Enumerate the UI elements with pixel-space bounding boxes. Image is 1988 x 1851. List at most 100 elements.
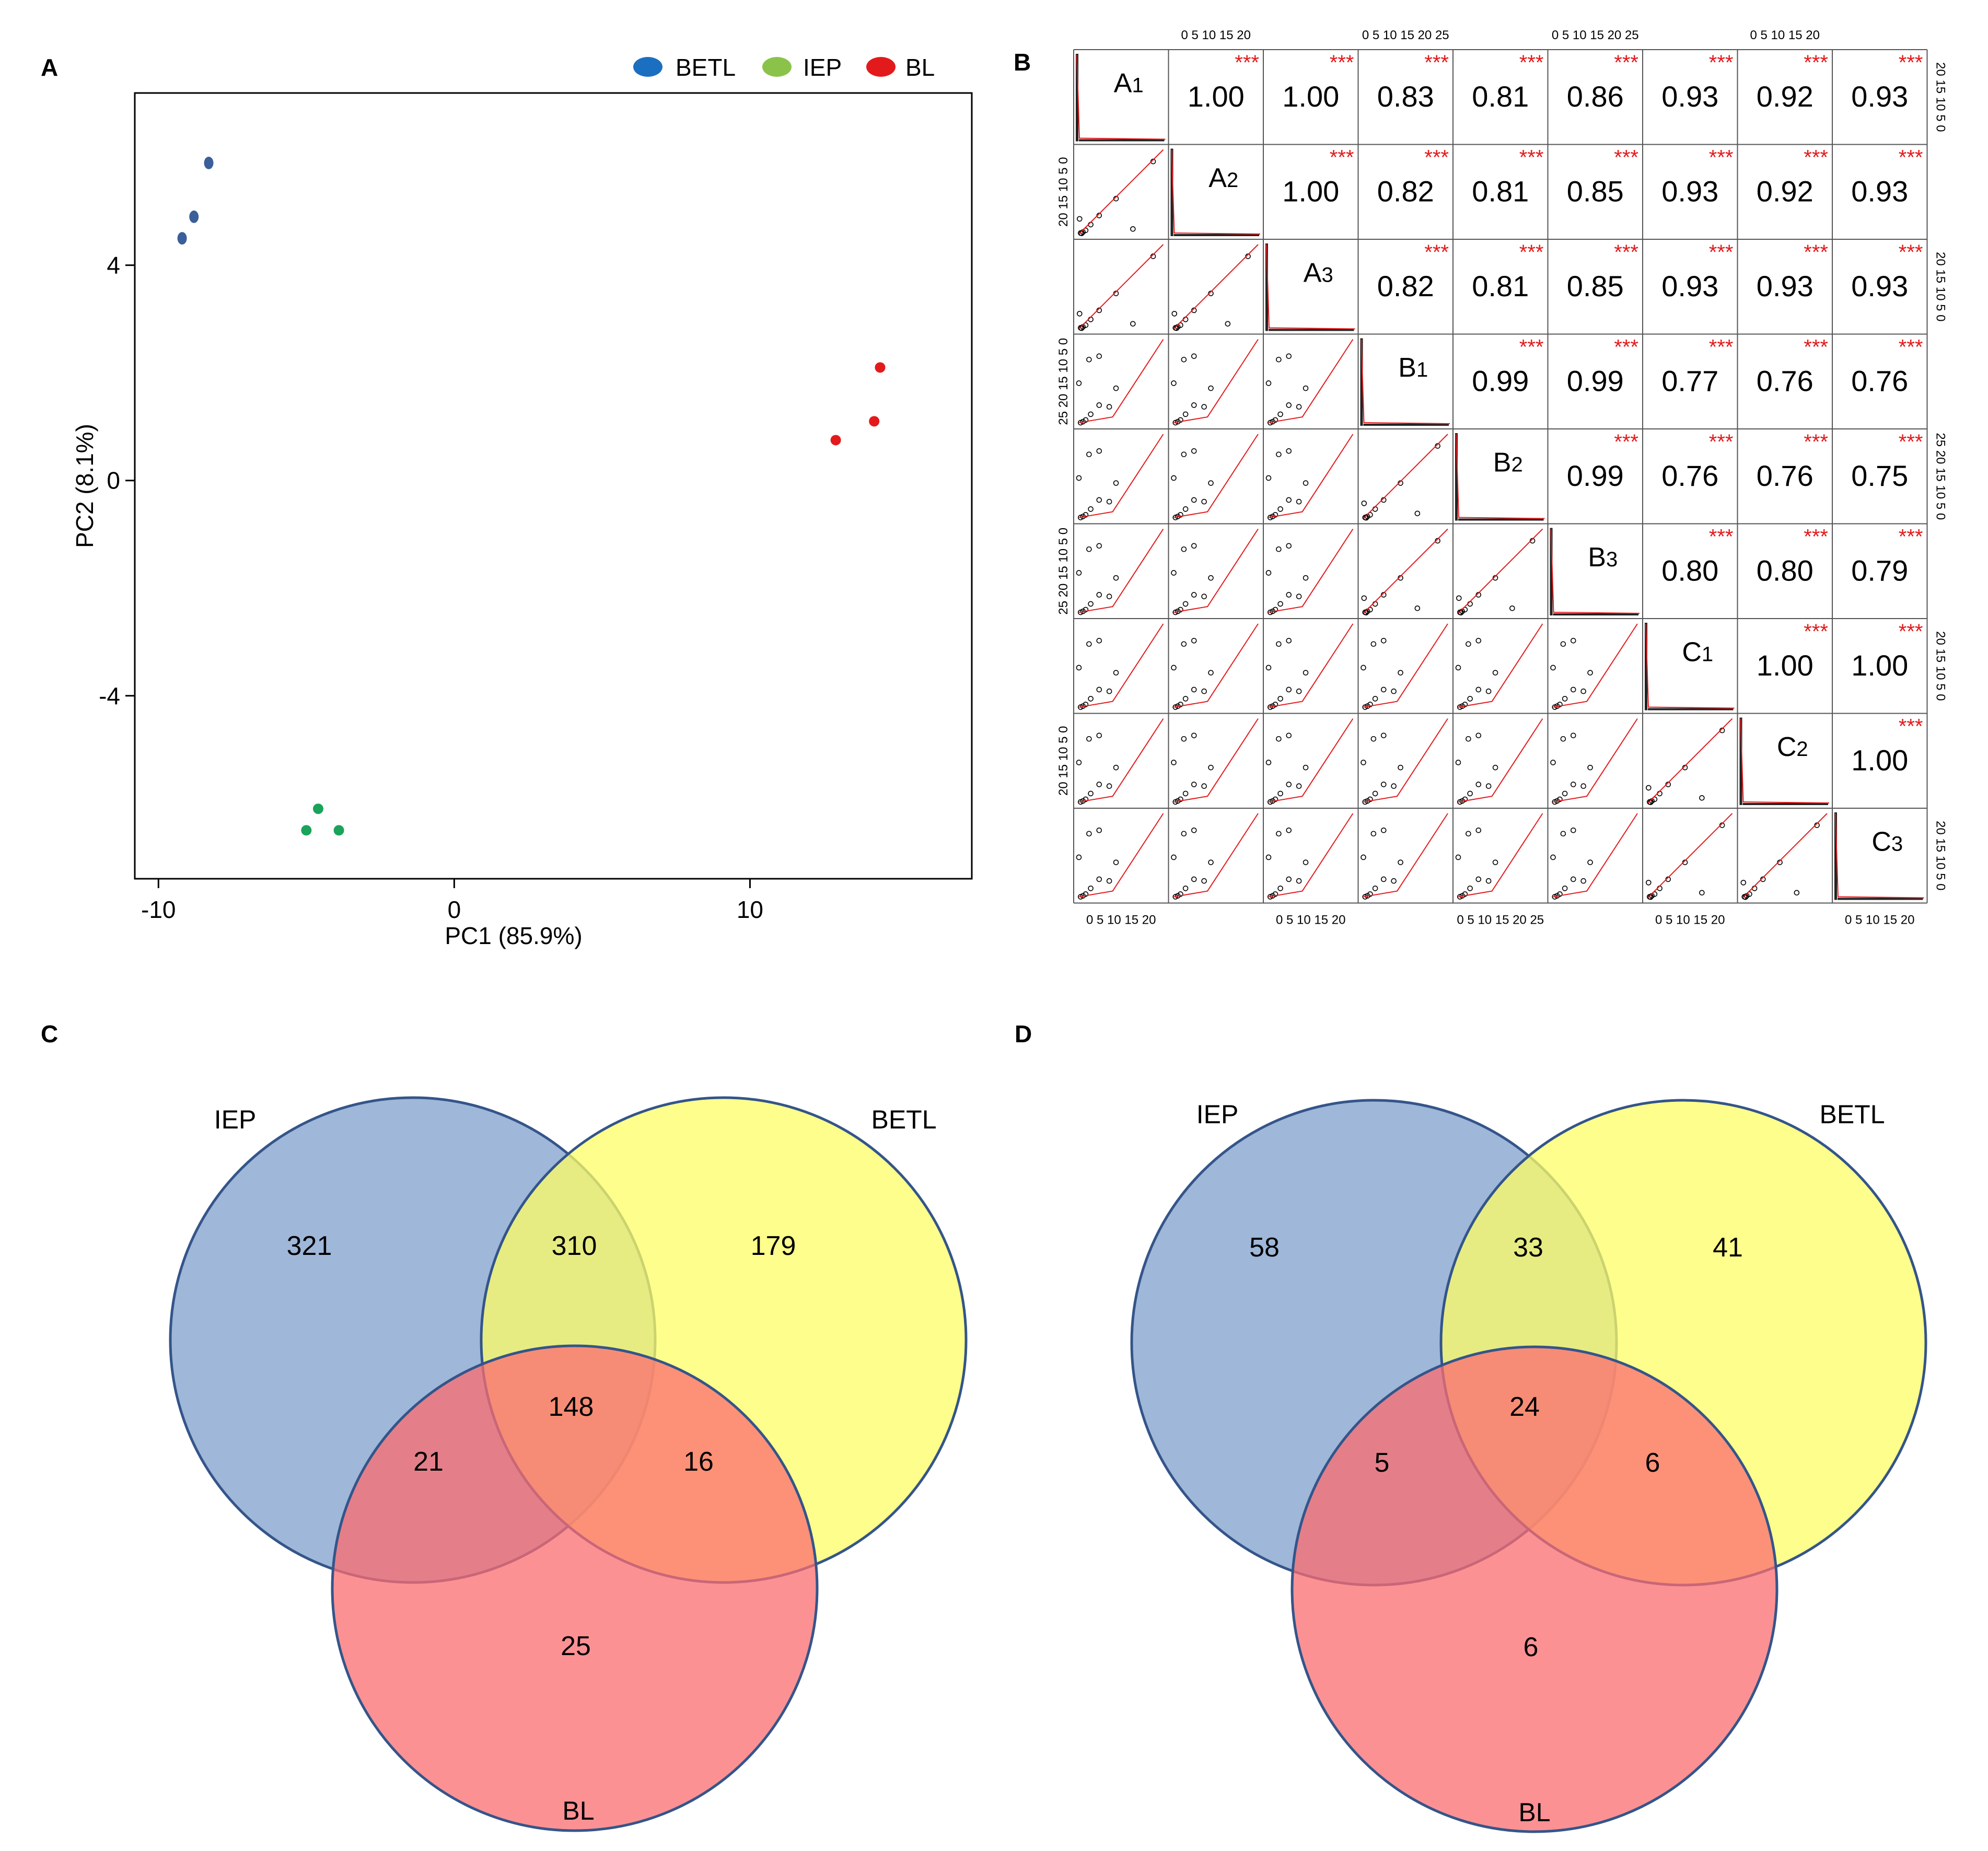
significance-stars: *** bbox=[1899, 146, 1923, 169]
scatter-point bbox=[1096, 732, 1102, 739]
fit-line bbox=[1553, 623, 1638, 708]
matrix-top-axis: 0 5 10 15 20 bbox=[1181, 28, 1251, 42]
panel-letter-a: A bbox=[41, 54, 58, 81]
correlation-value: 0.99 bbox=[1567, 459, 1624, 492]
scatter-point bbox=[1182, 601, 1189, 607]
pca-scatter-plot: -10 0 10 -4 0 4 PC1 (85.9%) PC2 (8.1%) BETL I… bbox=[71, 54, 973, 949]
venn-c-count-iep-bl: 21 bbox=[413, 1447, 444, 1477]
scatter-point bbox=[1276, 356, 1282, 363]
scatter-point bbox=[1088, 506, 1094, 512]
scatter-point bbox=[1296, 498, 1302, 505]
matrix-sample-label: A1 bbox=[1114, 68, 1144, 99]
fit-line bbox=[1173, 339, 1259, 424]
pca-point-bl bbox=[869, 416, 880, 427]
fit-line bbox=[1173, 813, 1259, 898]
scatter-point bbox=[1182, 506, 1189, 512]
scatter-point bbox=[1699, 890, 1705, 896]
scatter-point bbox=[1076, 380, 1082, 386]
pca-y-tick-label: 0 bbox=[107, 467, 120, 494]
scatter-point bbox=[1303, 670, 1309, 676]
scatter-point bbox=[1570, 686, 1576, 693]
fit-line bbox=[1078, 339, 1164, 424]
fit-line bbox=[1458, 623, 1543, 708]
significance-stars: *** bbox=[1899, 241, 1923, 264]
significance-stars: *** bbox=[1804, 51, 1828, 74]
density-line bbox=[1266, 244, 1355, 330]
correlation-value: 0.76 bbox=[1757, 364, 1813, 397]
histogram-bar bbox=[1742, 803, 1828, 805]
fit-line bbox=[1363, 434, 1448, 519]
scatter-point bbox=[1191, 497, 1197, 503]
scatter-point bbox=[1083, 796, 1089, 802]
matrix-bottom-axis: 0 5 10 15 20 bbox=[1655, 913, 1725, 927]
scatter-point bbox=[1076, 311, 1083, 317]
matrix-right-axis: 20 15 10 5 0 bbox=[1934, 252, 1948, 321]
scatter-point bbox=[1208, 764, 1214, 771]
scatter-point bbox=[1182, 696, 1189, 702]
histogram-bar bbox=[1269, 329, 1354, 331]
scatter-point bbox=[1550, 760, 1556, 765]
fit-line bbox=[1078, 813, 1164, 898]
scatter-point bbox=[1088, 696, 1094, 702]
scatter-point bbox=[1580, 688, 1586, 694]
scatter-point bbox=[1509, 606, 1515, 611]
scatter-point bbox=[1286, 353, 1292, 359]
scatter-point bbox=[1492, 859, 1498, 865]
fit-line bbox=[1458, 528, 1543, 614]
scatter-point bbox=[1076, 760, 1082, 765]
significance-stars: *** bbox=[1709, 51, 1734, 74]
scatter-point bbox=[1462, 702, 1468, 707]
pca-y-tick-label: -4 bbox=[99, 682, 120, 709]
matrix-left-axis: 25 20 15 10 5 0 bbox=[1056, 528, 1071, 615]
scatter-point bbox=[1106, 498, 1112, 505]
scatter-point bbox=[1076, 854, 1082, 860]
fit-line bbox=[1078, 623, 1164, 708]
scatter-point bbox=[1171, 380, 1177, 386]
scatter-point bbox=[1414, 510, 1421, 517]
scatter-point bbox=[1794, 890, 1800, 896]
correlation-value: 1.00 bbox=[1757, 649, 1813, 682]
matrix-top-axis: 0 5 10 15 20 25 bbox=[1362, 28, 1449, 42]
scatter-point bbox=[1550, 854, 1556, 860]
scatter-point bbox=[1303, 764, 1309, 771]
fit-line bbox=[1647, 813, 1733, 899]
significance-stars: *** bbox=[1519, 146, 1544, 169]
correlation-value: 0.77 bbox=[1661, 364, 1718, 397]
scatter-point bbox=[1086, 736, 1092, 742]
correlation-value: 0.80 bbox=[1757, 554, 1813, 587]
scatter-point bbox=[1645, 785, 1652, 791]
scatter-point bbox=[1265, 665, 1272, 671]
scatter-point bbox=[1303, 859, 1309, 865]
significance-stars: *** bbox=[1804, 146, 1828, 169]
significance-stars: *** bbox=[1804, 526, 1828, 549]
legend-label-betl: BETL bbox=[676, 54, 736, 81]
fit-line bbox=[1647, 718, 1733, 804]
scatter-point bbox=[1286, 732, 1292, 739]
scatter-point bbox=[1113, 670, 1119, 676]
fit-line bbox=[1363, 718, 1448, 803]
matrix-left-axis: 20 15 10 5 0 bbox=[1056, 726, 1071, 796]
fit-line bbox=[1078, 528, 1164, 613]
scatter-point bbox=[1587, 859, 1593, 865]
venn-c-count-betl-bl: 16 bbox=[683, 1447, 714, 1477]
scatter-point bbox=[1096, 448, 1102, 454]
scatter-point bbox=[1113, 385, 1119, 391]
scatter-point bbox=[1557, 891, 1563, 897]
scatter-point bbox=[1178, 891, 1183, 897]
histogram-bar bbox=[1079, 139, 1165, 142]
scatter-point bbox=[1096, 402, 1102, 408]
histogram-bar bbox=[1455, 433, 1458, 521]
significance-stars: *** bbox=[1899, 526, 1923, 549]
correlation-value: 0.80 bbox=[1661, 554, 1718, 587]
scatter-point bbox=[1370, 641, 1377, 647]
matrix-right-axis: 20 15 10 5 0 bbox=[1934, 62, 1948, 132]
histogram-bar bbox=[1838, 898, 1923, 900]
venn-d-label-betl: BETL bbox=[1819, 1100, 1885, 1129]
venn-c-count-all: 148 bbox=[549, 1392, 594, 1422]
scatter-point bbox=[1083, 512, 1089, 518]
legend-marker-bl bbox=[866, 57, 896, 77]
matrix-right-axis: 20 15 10 5 0 bbox=[1934, 821, 1948, 890]
scatter-point bbox=[1560, 736, 1566, 742]
scatter-point bbox=[1076, 570, 1082, 576]
